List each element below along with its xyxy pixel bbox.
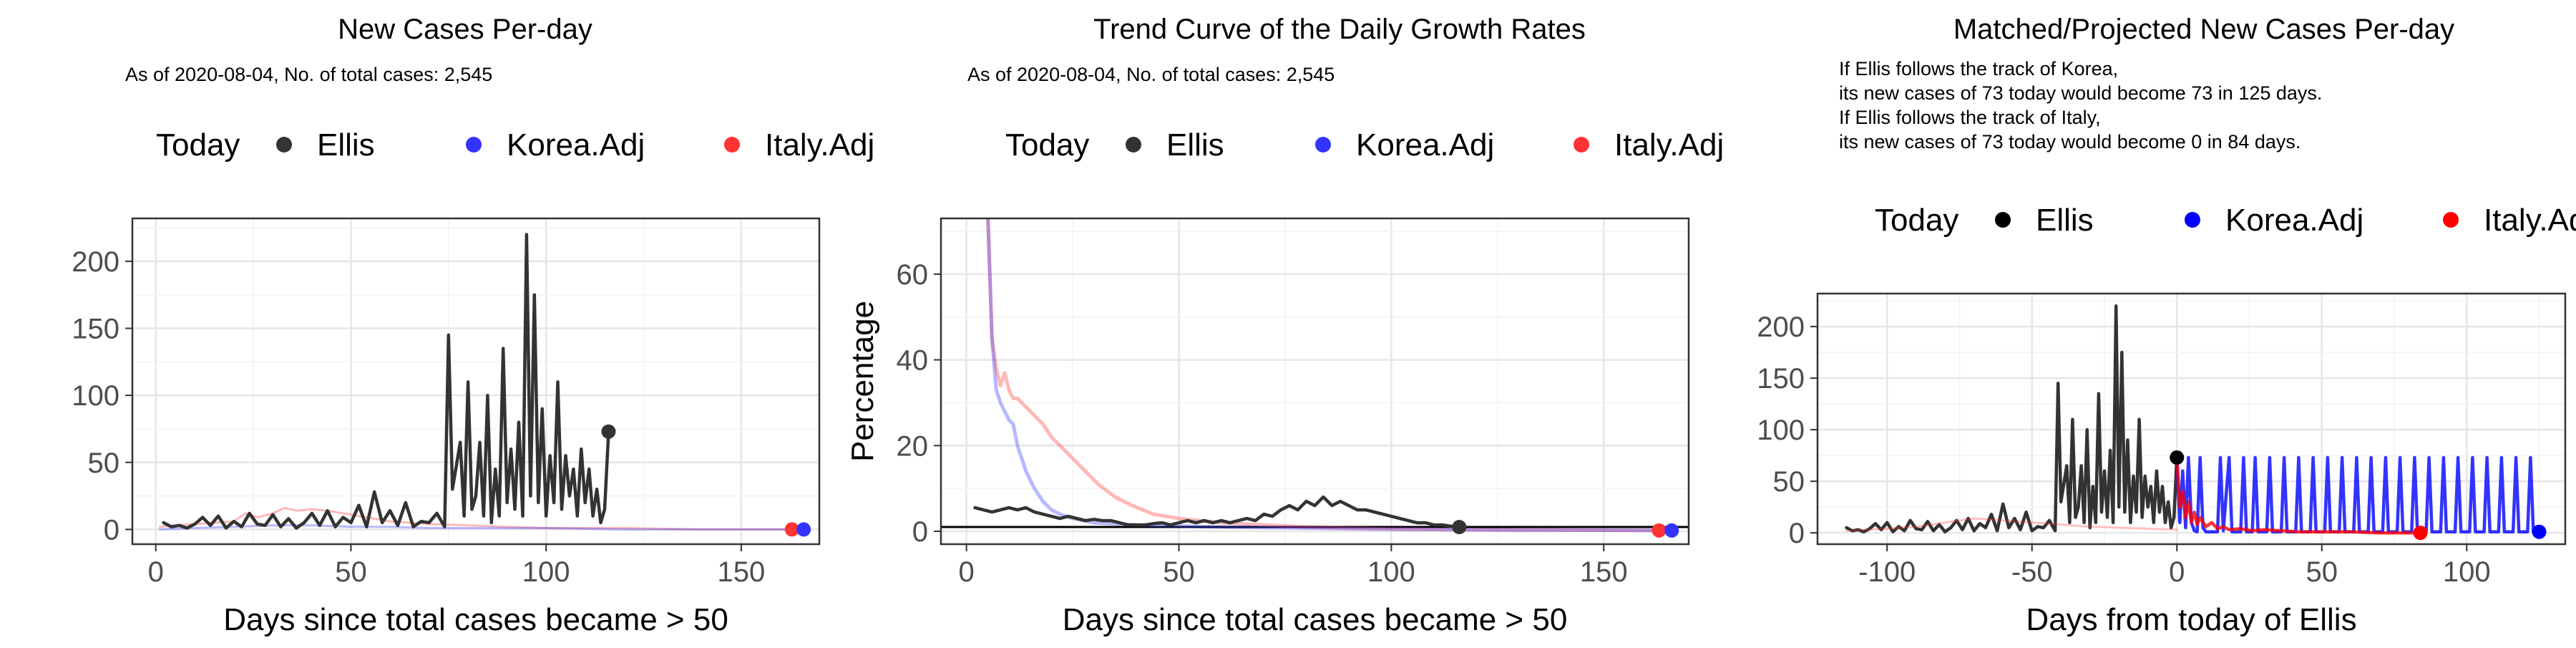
legend-key-ellis bbox=[1126, 137, 1141, 153]
series-line-italy-adj bbox=[2175, 455, 2422, 535]
series-line-korea-adj bbox=[158, 524, 805, 531]
x-tick-label: 150 bbox=[718, 556, 766, 588]
x-axis-label: Days since total cases became > 50 bbox=[1063, 602, 1568, 637]
y-tick-label: 20 bbox=[897, 430, 929, 462]
legend-label: Italy.Adj bbox=[2484, 203, 2576, 238]
today-point-korea-adj bbox=[1664, 523, 1679, 538]
plot-border bbox=[1816, 292, 2567, 546]
legend-title: Today bbox=[1005, 127, 1089, 163]
y-axis-label: Percentage bbox=[845, 301, 880, 462]
today-point-italy-adj bbox=[784, 522, 799, 537]
plot-border bbox=[131, 217, 821, 546]
series-line-italy-adj bbox=[986, 218, 1661, 533]
series-line-korea-adj bbox=[986, 218, 1674, 533]
annotation-line: If Ellis follows the track of Italy, bbox=[1839, 107, 2101, 128]
legend-label: Italy.Adj bbox=[765, 127, 874, 163]
y-tick-label: 150 bbox=[1757, 363, 1805, 395]
x-tick-label: -50 bbox=[2011, 556, 2053, 588]
y-tick-label: 100 bbox=[72, 380, 119, 412]
x-axis-label: Days since total cases became > 50 bbox=[223, 602, 728, 637]
chart-2: Trend Curve of the Daily Growth Rates As … bbox=[845, 14, 1724, 637]
today-point-korea-adj bbox=[796, 522, 811, 537]
gridlines bbox=[132, 218, 819, 544]
legend-key-italy-adj bbox=[724, 137, 740, 153]
series-group bbox=[158, 233, 805, 531]
series-line-korea-adj bbox=[2175, 455, 2541, 533]
x-tick-label: 100 bbox=[522, 556, 570, 588]
x-tick-label: 50 bbox=[335, 556, 367, 588]
today-point-italy-adj bbox=[1652, 523, 1667, 538]
x-tick-label: 150 bbox=[1580, 556, 1628, 588]
legend-label: Ellis bbox=[317, 127, 375, 163]
y-tick-label: 40 bbox=[897, 345, 929, 377]
legend-label: Korea.Adj bbox=[507, 127, 645, 163]
legend-key-korea-adj bbox=[1315, 137, 1331, 153]
chart-1: New Cases Per-day As of 2020-08-04, No. o… bbox=[72, 14, 874, 637]
series-line-italy-adj bbox=[158, 506, 794, 531]
legend-key-ellis bbox=[1995, 212, 2011, 228]
plot-border bbox=[940, 217, 1690, 546]
legend: Today Ellis Korea.Adj Italy.Adj bbox=[1005, 127, 1724, 163]
y-tick-label: 50 bbox=[88, 448, 120, 479]
x-tick-label: 0 bbox=[2169, 556, 2185, 588]
x-tick-label: 0 bbox=[148, 556, 164, 588]
today-point-ellis bbox=[2170, 450, 2185, 465]
x-tick-label: -100 bbox=[1858, 556, 1916, 588]
legend-key-ellis bbox=[276, 137, 292, 153]
legend-label: Korea.Adj bbox=[2225, 203, 2363, 238]
legend-title: Today bbox=[156, 127, 240, 163]
series-group bbox=[1845, 304, 2541, 535]
legend-label: Ellis bbox=[1166, 127, 1224, 163]
y-tick-label: 100 bbox=[1757, 415, 1805, 446]
today-point-korea-adj bbox=[2532, 524, 2547, 539]
series-line-ellis bbox=[162, 233, 610, 530]
today-point-ellis bbox=[601, 424, 616, 439]
legend-key-korea-adj bbox=[466, 137, 482, 153]
legend-label: Italy.Adj bbox=[1614, 127, 1724, 163]
y-tick-label: 200 bbox=[72, 246, 119, 278]
series-line-ellis bbox=[1845, 304, 2179, 533]
legend-key-italy-adj bbox=[2443, 212, 2459, 228]
y-tick-label: 0 bbox=[104, 514, 119, 546]
x-tick-label: 50 bbox=[1163, 556, 1195, 588]
legend: Today Ellis Korea.Adj Italy.Adj bbox=[156, 127, 874, 163]
annotation-line: its new cases of 73 today would become 7… bbox=[1839, 82, 2322, 104]
x-axis-label: Days from today of Ellis bbox=[2026, 602, 2356, 637]
today-point-italy-adj bbox=[2413, 526, 2428, 541]
x-tick-label: 100 bbox=[2443, 556, 2491, 588]
annotation-line: If Ellis follows the track of Korea, bbox=[1839, 58, 2118, 79]
legend-key-korea-adj bbox=[2185, 212, 2200, 228]
chart-title: Trend Curve of the Daily Growth Rates bbox=[1093, 14, 1586, 45]
y-tick-label: 50 bbox=[1773, 466, 1805, 498]
series-line-ellis bbox=[973, 495, 1461, 529]
legend-label: Ellis bbox=[2036, 203, 2094, 238]
y-tick-label: 150 bbox=[72, 314, 119, 345]
y-tick-label: 60 bbox=[897, 259, 929, 291]
x-tick-label: 100 bbox=[1367, 556, 1415, 588]
legend-label: Korea.Adj bbox=[1356, 127, 1494, 163]
series-group bbox=[941, 218, 1689, 533]
gridlines bbox=[1818, 294, 2565, 544]
legend: Today Ellis Korea.Adj Italy.Adj bbox=[1875, 203, 2576, 238]
chart-title: Matched/Projected New Cases Per-day bbox=[1953, 14, 2454, 45]
x-tick-label: 0 bbox=[959, 556, 975, 588]
chart-3: Matched/Projected New Cases Per-day If El… bbox=[1757, 14, 2576, 637]
annotation-line: its new cases of 73 today would become 0… bbox=[1839, 131, 2301, 153]
series-line-italy-adj bbox=[1845, 517, 2178, 532]
y-tick-label: 0 bbox=[1789, 518, 1805, 549]
gridlines bbox=[941, 218, 1689, 544]
y-tick-label: 0 bbox=[912, 516, 928, 548]
legend-key-italy-adj bbox=[1574, 137, 1589, 153]
today-point-ellis bbox=[1452, 520, 1467, 535]
y-tick-label: 200 bbox=[1757, 311, 1805, 343]
chart-title: New Cases Per-day bbox=[338, 14, 592, 45]
legend-title: Today bbox=[1875, 203, 1958, 238]
x-tick-label: 50 bbox=[2306, 556, 2338, 588]
chart-subtitle: As of 2020-08-04, No. of total cases: 2,… bbox=[967, 64, 1335, 85]
chart-subtitle: As of 2020-08-04, No. of total cases: 2,… bbox=[125, 64, 492, 85]
